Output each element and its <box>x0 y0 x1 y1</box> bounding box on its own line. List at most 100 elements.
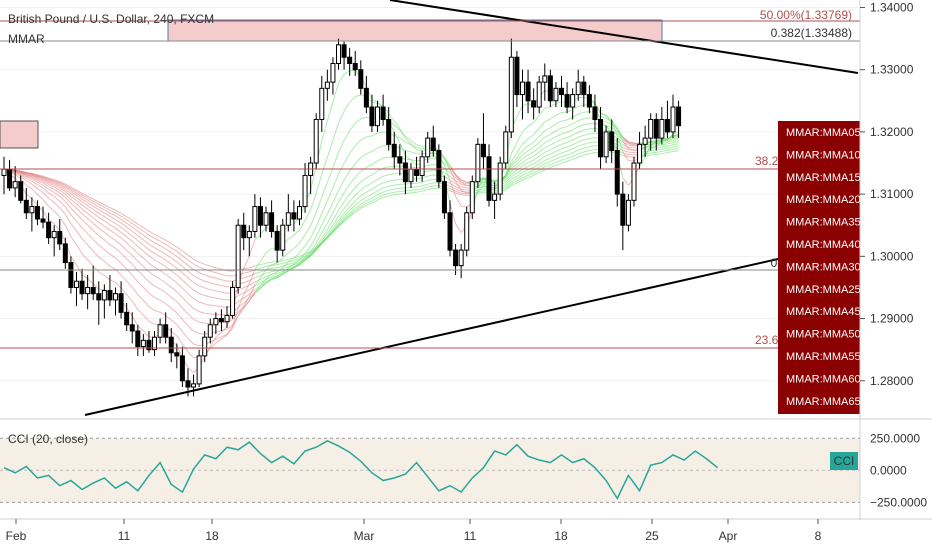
candle-body <box>314 119 318 163</box>
candle-body <box>387 119 391 144</box>
candle-body <box>275 231 279 250</box>
time-tick-label: 18 <box>554 529 568 543</box>
ma-segment <box>662 153 668 154</box>
candle-body <box>197 356 201 384</box>
candle <box>236 219 240 294</box>
candle-body <box>24 200 28 212</box>
candle-body <box>247 231 251 237</box>
candle <box>470 175 474 219</box>
legend-entry: MMAR:MMA15 <box>786 172 861 184</box>
candle-body <box>649 119 653 138</box>
candle-body <box>35 207 39 219</box>
candle-body <box>281 225 285 250</box>
ma-segment <box>628 150 634 151</box>
candle-body <box>660 119 664 138</box>
ma-segment <box>227 271 233 272</box>
candle-body <box>325 82 329 88</box>
price-tick-label: 1.33000 <box>870 63 914 77</box>
candle-body <box>498 163 502 194</box>
candle-body <box>130 325 134 331</box>
ma-segment <box>461 193 467 194</box>
candle <box>632 157 636 207</box>
candle <box>437 144 441 188</box>
ma-segment <box>461 195 467 196</box>
candle-body <box>626 200 630 225</box>
candle-body <box>459 250 463 266</box>
candle-body <box>208 325 212 337</box>
ma-segment <box>405 190 411 191</box>
candle-body <box>593 107 597 119</box>
candle-body <box>258 207 262 226</box>
time-tick-label: Apr <box>719 529 738 543</box>
cci-tick-label: 0.0000 <box>870 463 907 477</box>
candle-body <box>548 76 552 101</box>
candle <box>504 126 508 170</box>
candle-body <box>114 294 118 300</box>
candle-body <box>2 169 6 175</box>
candle-body <box>437 151 441 182</box>
candle-body <box>454 250 458 266</box>
candle-body <box>225 315 229 321</box>
cci-title: CCI (20, close) <box>8 432 88 446</box>
indicator-label: MMAR <box>8 32 45 46</box>
cci-tick-label: 250.0000 <box>870 431 920 445</box>
candle <box>465 207 469 257</box>
candle-body <box>63 244 67 263</box>
candle-body <box>493 194 497 200</box>
candle-body <box>420 157 424 176</box>
fib-382-top-label: 0.382(1.33488) <box>771 26 852 40</box>
candle-body <box>359 70 363 89</box>
candle-body <box>554 88 558 100</box>
price-tick-label: 1.28000 <box>870 374 914 388</box>
candle <box>442 175 446 219</box>
candle-body <box>403 163 407 182</box>
candle-body <box>337 45 341 64</box>
candle-body <box>532 101 536 107</box>
candle-body <box>476 144 480 181</box>
candle-body <box>80 281 84 293</box>
legend-entry: MMAR:MMA25 <box>786 284 861 296</box>
ma-segment <box>662 151 668 152</box>
time-tick-label: Feb <box>6 529 27 543</box>
ma-segment <box>389 166 395 167</box>
candle-body <box>270 213 274 232</box>
ma-segment <box>662 139 668 140</box>
price-tick-label: 1.32000 <box>870 125 914 139</box>
candle-body <box>136 331 140 347</box>
candle-body <box>487 157 491 201</box>
candle-body <box>621 194 625 225</box>
candle-body <box>515 57 519 94</box>
ma-segment <box>589 128 595 129</box>
candle-body <box>381 107 385 119</box>
ma-segment <box>589 133 595 134</box>
ma-segment <box>272 268 278 269</box>
ma-segment <box>662 146 668 147</box>
candle-body <box>69 263 73 288</box>
fib-50-label: 50.00%(1.33769) <box>760 8 852 22</box>
candle-body <box>186 381 190 387</box>
candle-body <box>30 207 34 213</box>
price-tick-label: 1.29000 <box>870 312 914 326</box>
ma-segment <box>578 97 584 98</box>
candle-body <box>175 353 179 356</box>
legend-entry: MMAR:MMA55 <box>786 351 861 363</box>
resistance-zone-left <box>0 121 38 148</box>
candle-body <box>320 88 324 119</box>
candle-body <box>119 294 123 313</box>
candle-body <box>353 63 357 69</box>
price-tick-label: 1.31000 <box>870 187 914 201</box>
candle-body <box>19 182 23 201</box>
candle-body <box>203 337 207 356</box>
candle-body <box>264 213 268 225</box>
chart-title: British Pound / U.S. Dollar, 240, FXCM <box>8 12 214 26</box>
candle-body <box>409 169 413 181</box>
candle-body <box>370 107 374 126</box>
candle-body <box>47 222 51 238</box>
candle-body <box>665 119 669 131</box>
candle-body <box>610 132 614 151</box>
time-tick-label: 11 <box>464 529 477 543</box>
candle-body <box>348 57 352 63</box>
candle-body <box>643 138 647 144</box>
candle-body <box>158 325 162 337</box>
